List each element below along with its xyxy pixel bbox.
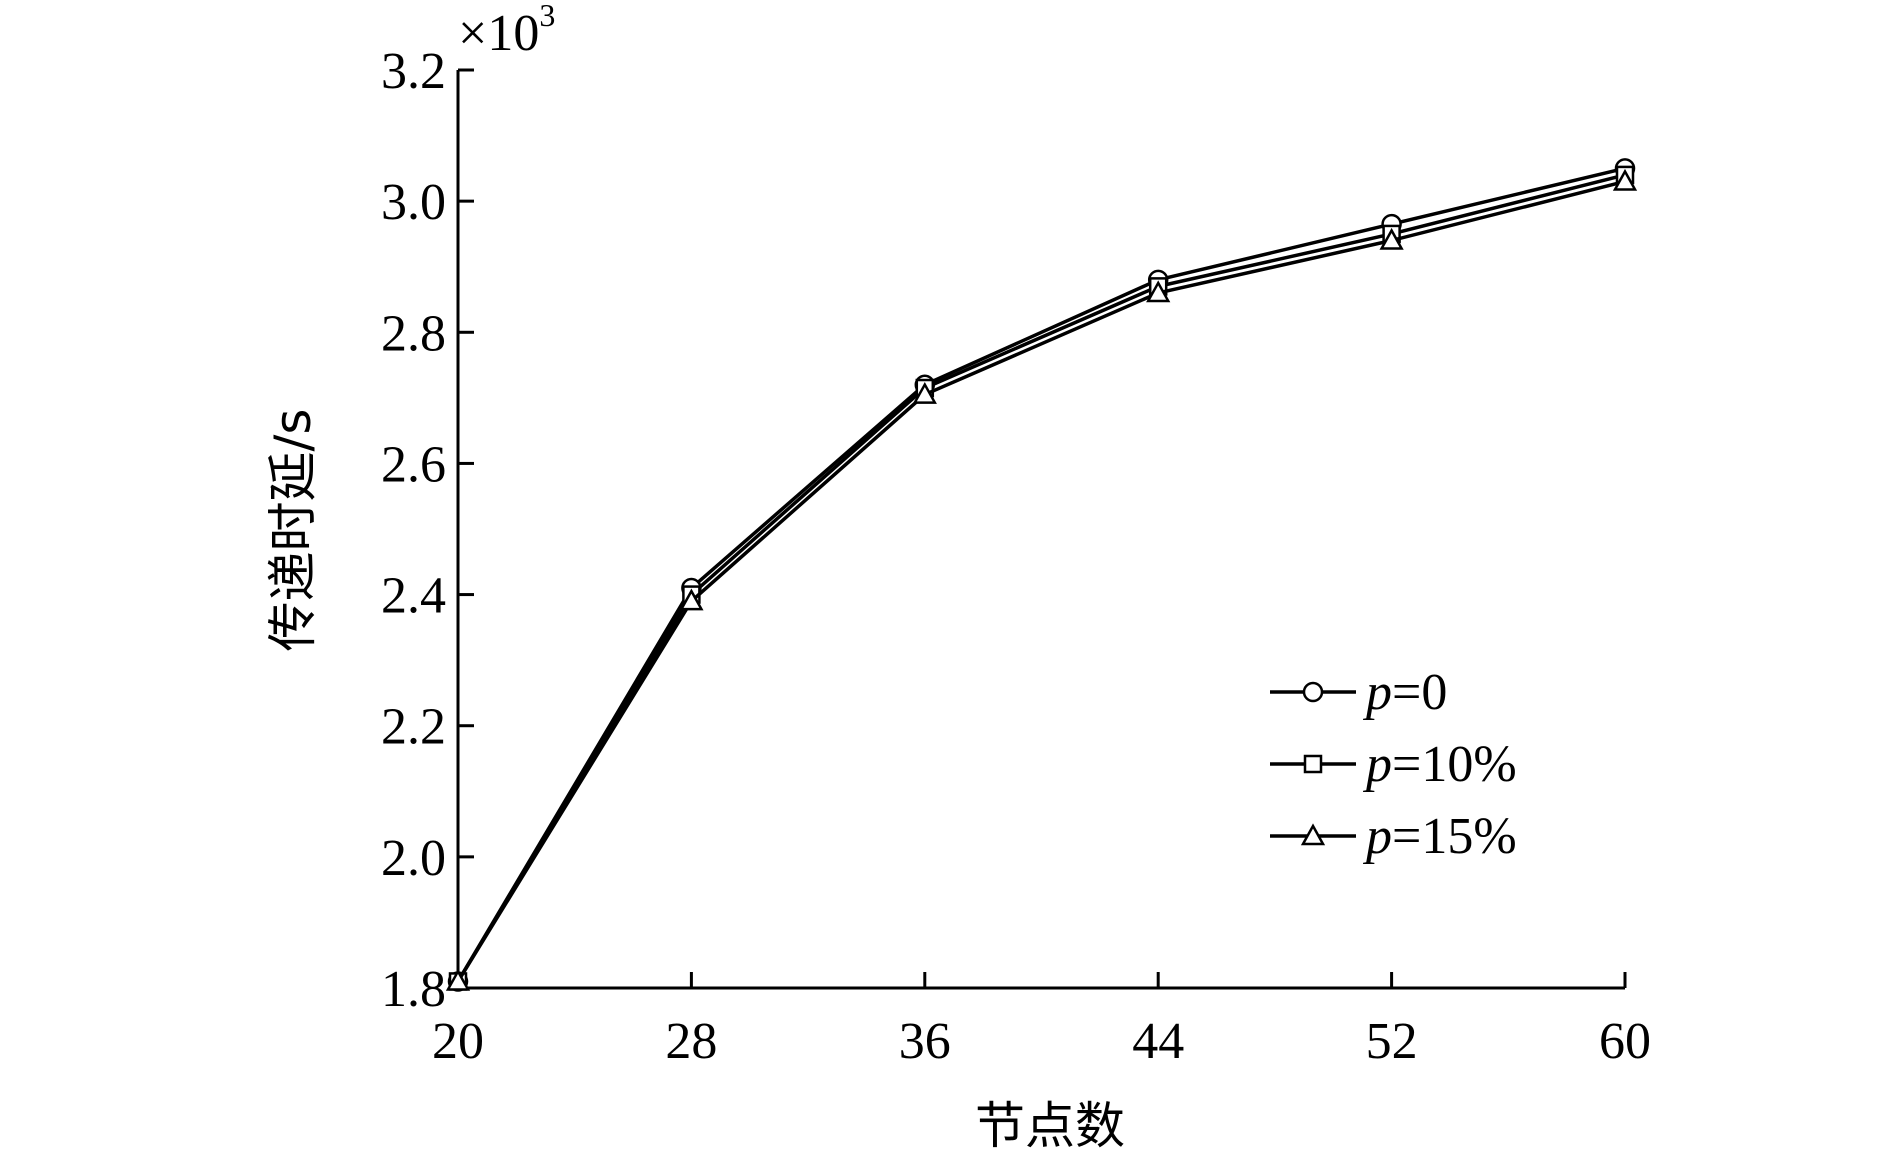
x-axis-title: 节点数	[975, 1097, 1125, 1153]
y-axis-multiplier: ×103	[458, 0, 555, 62]
y-tick-label: 3.2	[381, 43, 446, 100]
legend-equals: =	[1392, 664, 1421, 721]
data-point	[679, 588, 704, 611]
data-point	[1146, 280, 1171, 303]
x-tick-label: 52	[1366, 1013, 1418, 1070]
y-tick-label: 2.8	[381, 305, 446, 362]
x-tick-label: 20	[432, 1013, 484, 1070]
legend-value: 0	[1421, 664, 1447, 721]
y-tick-label: 2.0	[381, 830, 446, 887]
x-tick-label: 36	[899, 1013, 951, 1070]
series-line	[456, 166, 1626, 983]
legend-equals: =	[1392, 736, 1421, 793]
legend-variable: p	[1362, 664, 1392, 721]
data-point	[912, 382, 937, 404]
legend-entry: p=15%	[1270, 808, 1517, 865]
legend-value: 10%	[1421, 736, 1516, 793]
legend-label: p=10%	[1362, 736, 1517, 793]
x-tick-label: 28	[665, 1013, 717, 1070]
y-multiplier-base: ×10	[458, 5, 539, 62]
data-point	[1379, 227, 1404, 250]
data-point	[1612, 168, 1638, 191]
legend-value: 15%	[1421, 808, 1516, 865]
y-tick-label: 2.6	[381, 436, 446, 493]
legend-entry: p=0	[1270, 664, 1447, 721]
x-tick-label: 60	[1599, 1013, 1651, 1070]
y-axis-ticks: 1.8 2.0 2.2 2.4 2.6 2.8 3.0 3.2	[381, 43, 474, 1018]
series-circle	[447, 158, 1636, 992]
legend-variable: p	[1362, 808, 1392, 865]
legend: p=0p=10%p=15%	[1270, 664, 1517, 865]
y-tick-label: 2.2	[381, 699, 446, 756]
series-line	[456, 179, 1626, 983]
axes	[456, 70, 1625, 990]
series-line	[456, 173, 1626, 983]
y-tick-label: 1.8	[381, 961, 446, 1018]
y-tick-label: 2.4	[381, 568, 446, 625]
legend-entry: p=10%	[1270, 736, 1517, 793]
legend-marker-circle-icon	[1302, 681, 1324, 703]
legend-marker-triangle-icon	[1300, 823, 1326, 846]
y-multiplier-exponent: 3	[539, 0, 555, 33]
x-tick-label: 44	[1132, 1013, 1184, 1070]
series-square	[448, 165, 1635, 991]
series-triangle	[445, 168, 1638, 991]
legend-label: p=15%	[1362, 808, 1517, 865]
series-group	[445, 158, 1638, 992]
legend-variable: p	[1362, 736, 1392, 793]
y-tick-label: 3.0	[381, 174, 446, 231]
legend-equals: =	[1392, 808, 1421, 865]
y-axis-title: 传递时延/s	[264, 409, 322, 652]
legend-marker-square-icon	[1303, 754, 1323, 774]
legend-label: p=0	[1362, 664, 1447, 721]
x-axis-ticks: 20 28 36 44 52 60	[432, 972, 1651, 1070]
data-point	[445, 968, 471, 991]
